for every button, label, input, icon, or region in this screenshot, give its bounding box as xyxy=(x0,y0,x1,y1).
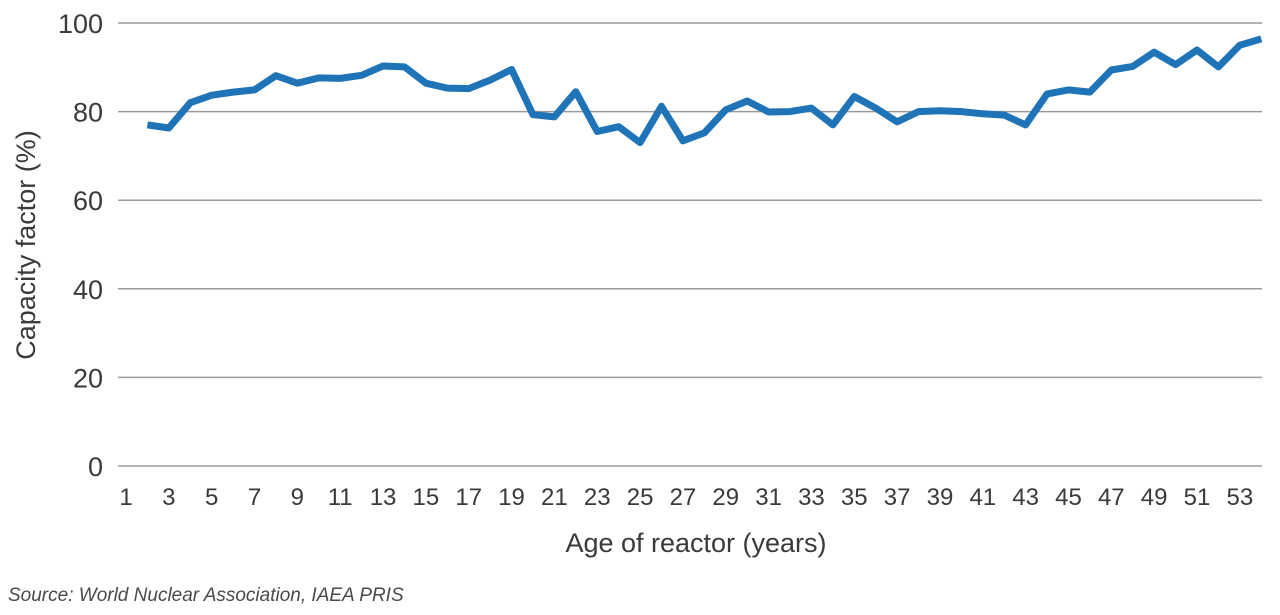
x-tick-label: 11 xyxy=(328,484,353,511)
x-tick-label: 19 xyxy=(498,484,525,511)
y-tick-label: 0 xyxy=(88,452,103,482)
x-tick-label: 17 xyxy=(455,484,482,511)
y-tick-label: 40 xyxy=(73,275,103,305)
y-tick-label: 100 xyxy=(58,9,103,39)
x-tick-label: 43 xyxy=(1012,484,1039,511)
gridlines xyxy=(118,22,1262,467)
y-tick-label: 20 xyxy=(73,363,103,393)
x-tick-label: 15 xyxy=(413,484,440,511)
x-tick-label: 39 xyxy=(927,484,954,511)
x-tick-label: 27 xyxy=(670,484,697,511)
x-tick-label: 3 xyxy=(162,484,175,511)
y-axis-title: Capacity factor (%) xyxy=(11,130,41,360)
x-tick-label: 13 xyxy=(370,484,397,511)
x-tick-label: 29 xyxy=(712,484,739,511)
x-tick-label: 7 xyxy=(248,484,261,511)
x-tick-label: 53 xyxy=(1226,484,1253,511)
x-tick-label: 5 xyxy=(205,484,218,511)
x-axis-title: Age of reactor (years) xyxy=(565,528,826,558)
y-tick-label: 80 xyxy=(73,98,103,128)
x-tick-label: 35 xyxy=(841,484,868,511)
x-tick-label: 51 xyxy=(1184,484,1211,511)
x-tick-label: 45 xyxy=(1055,484,1082,511)
x-tick-label: 47 xyxy=(1098,484,1125,511)
y-axis-tick-labels: 0 20 40 60 80 100 xyxy=(58,9,103,482)
source-note: Source: World Nuclear Association, IAEA … xyxy=(8,585,404,606)
x-tick-label: 33 xyxy=(798,484,825,511)
x-tick-label: 9 xyxy=(291,484,304,511)
x-tick-label: 23 xyxy=(584,484,611,511)
y-tick-label: 60 xyxy=(73,186,103,216)
x-tick-label: 49 xyxy=(1141,484,1168,511)
series-layer xyxy=(146,35,1263,147)
x-tick-label: 41 xyxy=(969,484,996,511)
x-tick-label: 31 xyxy=(755,484,782,511)
series-line-0 xyxy=(146,35,1263,147)
x-tick-label: 25 xyxy=(627,484,654,511)
x-axis-tick-labels: 1 3 5 7 9 11 13 15 17 19 21 23 25 27 29 31 33 35 37 39 41 43 4… xyxy=(119,484,1253,511)
x-tick-label: 21 xyxy=(541,484,568,511)
x-tick-label: 37 xyxy=(884,484,911,511)
x-tick-label: 1 xyxy=(119,484,132,511)
